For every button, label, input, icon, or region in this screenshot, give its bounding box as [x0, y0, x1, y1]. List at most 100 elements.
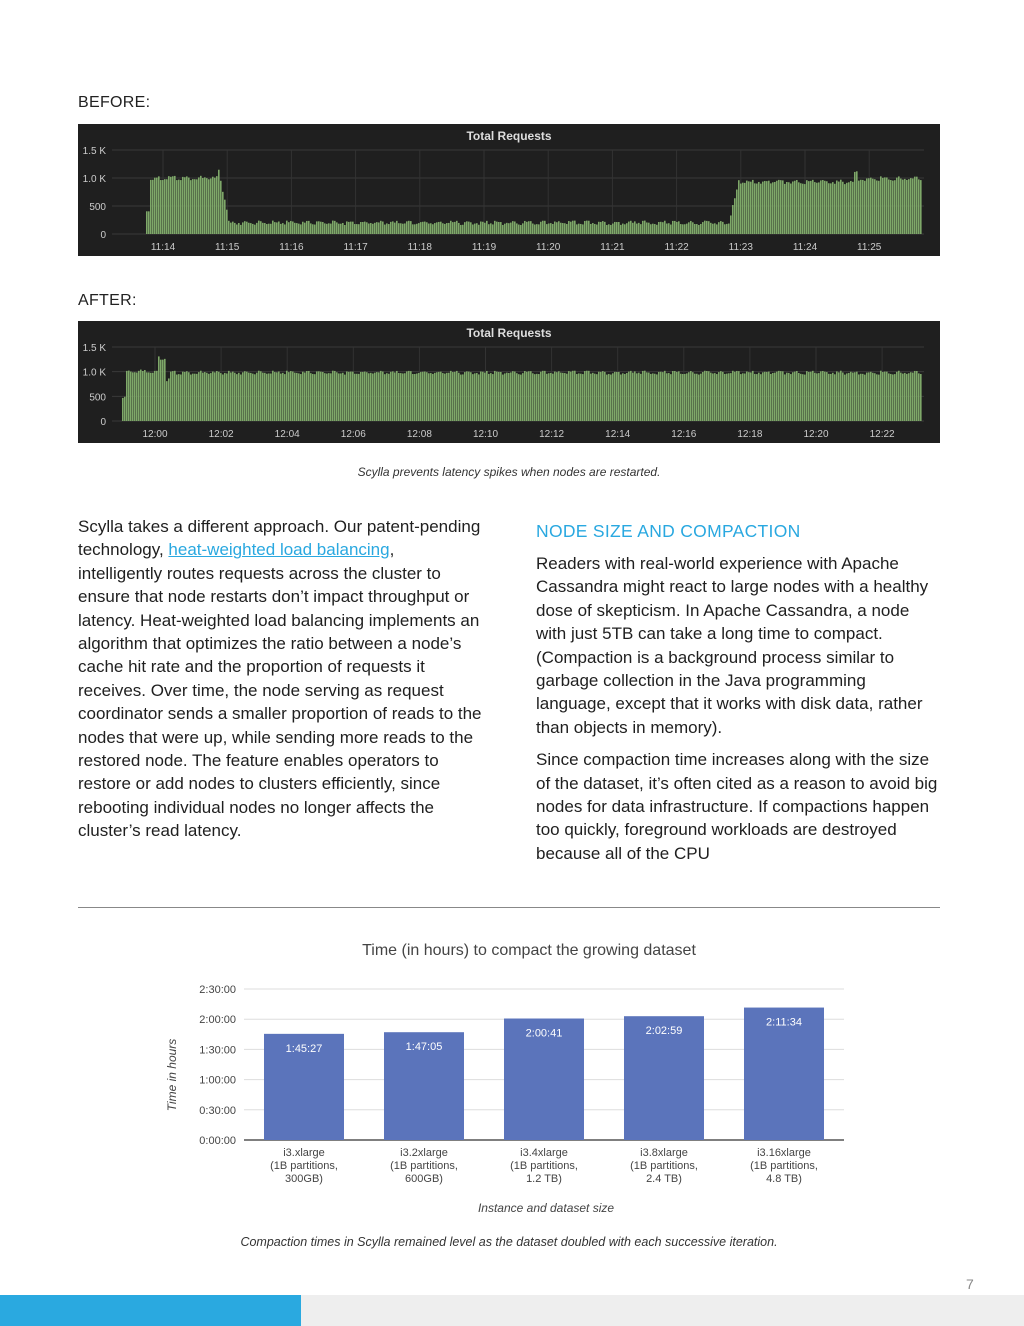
request-bar — [224, 372, 226, 421]
request-bar — [150, 372, 152, 421]
request-bar — [440, 371, 442, 421]
request-bar — [796, 180, 798, 234]
request-bar — [320, 221, 322, 234]
request-bar — [240, 224, 242, 234]
request-bar — [852, 372, 854, 421]
request-bar — [552, 223, 554, 234]
request-bar — [534, 374, 536, 421]
request-bar — [640, 373, 642, 421]
request-bar — [388, 224, 390, 234]
request-bar — [178, 374, 180, 421]
request-bar — [646, 222, 648, 234]
request-bar — [898, 370, 900, 421]
request-bar — [650, 224, 652, 234]
request-bar — [920, 373, 922, 421]
request-bar — [280, 373, 282, 421]
request-bar — [214, 177, 216, 234]
request-bar — [466, 371, 468, 421]
y-axis-label: Time in hours — [165, 1039, 179, 1112]
request-bar — [416, 223, 418, 234]
request-bar — [246, 371, 248, 421]
request-bar — [614, 221, 616, 234]
request-bar — [560, 222, 562, 234]
request-bar — [600, 221, 602, 234]
request-bar — [218, 169, 220, 234]
request-bar — [252, 373, 254, 421]
request-bar — [506, 372, 508, 421]
request-bar — [724, 373, 726, 421]
request-bar — [618, 371, 620, 421]
request-bar — [512, 371, 514, 421]
request-bar — [530, 221, 532, 234]
request-bar — [210, 373, 212, 421]
request-bar — [214, 372, 216, 421]
request-bar — [166, 179, 168, 234]
request-bar — [902, 179, 904, 234]
request-bar — [580, 373, 582, 421]
request-bar — [234, 372, 236, 421]
request-bar — [226, 373, 228, 421]
request-bar — [422, 221, 424, 234]
request-bar — [700, 223, 702, 234]
request-bar — [238, 223, 240, 234]
request-bar — [164, 358, 166, 421]
request-bar — [260, 371, 262, 421]
request-bar — [702, 222, 704, 234]
request-bar — [698, 374, 700, 421]
request-bar — [554, 371, 556, 421]
request-bar — [428, 223, 430, 234]
request-bar — [410, 371, 412, 421]
request-bar — [714, 373, 716, 421]
request-bar — [314, 224, 316, 234]
request-bar — [890, 180, 892, 234]
request-bar — [246, 221, 248, 234]
category-label: (1B partitions, — [750, 1160, 818, 1172]
request-bar — [312, 224, 314, 234]
request-bar — [396, 220, 398, 234]
request-bar — [660, 221, 662, 234]
request-bar — [448, 222, 450, 234]
request-bar — [540, 221, 542, 234]
request-bar — [318, 221, 320, 234]
request-bar — [884, 371, 886, 421]
request-bar — [750, 181, 752, 234]
compaction-bar — [384, 1032, 464, 1140]
request-bar — [498, 371, 500, 421]
request-bar — [800, 183, 802, 234]
request-bar — [370, 223, 372, 234]
bar-value-label: 1:45:27 — [286, 1043, 323, 1055]
y-tick-label: 0 — [100, 230, 106, 241]
request-bar — [178, 179, 180, 234]
x-tick-label: 11:23 — [729, 242, 754, 253]
request-bar — [598, 221, 600, 234]
request-bar — [620, 224, 622, 234]
request-bar — [138, 370, 140, 421]
section-heading: NODE SIZE AND COMPACTION — [536, 521, 801, 541]
request-bar — [536, 224, 538, 234]
request-bar — [398, 373, 400, 421]
request-bar — [182, 371, 184, 421]
request-bar — [384, 374, 386, 421]
request-bar — [472, 224, 474, 234]
heat-weighted-link[interactable]: heat-weighted load balancing — [168, 540, 390, 560]
request-bar — [666, 223, 668, 234]
request-bar — [196, 373, 198, 421]
request-bar — [180, 374, 182, 421]
request-bar — [690, 220, 692, 234]
request-bar — [162, 180, 164, 234]
request-bar — [742, 373, 744, 421]
request-bar — [622, 223, 624, 234]
request-bar — [804, 184, 806, 234]
request-bar — [772, 182, 774, 234]
request-bar — [258, 220, 260, 234]
request-bar — [266, 373, 268, 421]
request-bar — [290, 220, 292, 234]
request-bar — [354, 224, 356, 234]
category-label: 1.2 TB) — [526, 1173, 562, 1185]
request-bar — [872, 178, 874, 234]
category-label: 300GB) — [285, 1173, 323, 1185]
request-bar — [780, 180, 782, 234]
request-bar — [512, 221, 514, 234]
request-bar — [598, 371, 600, 421]
request-bar — [728, 373, 730, 421]
